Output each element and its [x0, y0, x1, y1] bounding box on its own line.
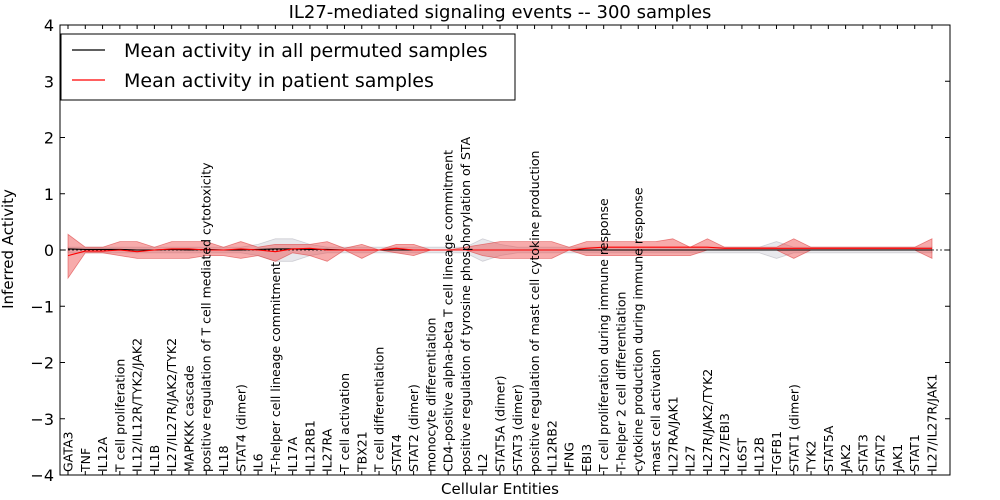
category-label: STAT4 [389, 434, 404, 472]
category-label: STAT5A (dimer) [493, 376, 508, 472]
legend-label-permuted: Mean activity in all permuted samples [124, 40, 487, 62]
category-label: STAT2 [873, 434, 888, 472]
series-lines [60, 246, 950, 257]
category-label: IL27/IL27R/JAK2/TYK2 [164, 338, 179, 472]
category-label: positive regulation of T cell mediated c… [199, 162, 214, 472]
confidence-bands [67, 233, 933, 280]
category-label: CD4-positive alpha-beta T cell lineage c… [441, 150, 456, 472]
category-label: IL27R/JAK2/TYK2 [700, 369, 715, 472]
category-label: T cell activation [337, 373, 352, 473]
category-label: JAK2 [838, 444, 853, 473]
category-label: STAT1 [907, 434, 922, 472]
category-label: IL12RB1 [302, 420, 317, 472]
y-tick-label: −4 [30, 466, 54, 485]
category-label: MAPKKK cascade [182, 365, 197, 472]
category-label: IL27RA/JAK1 [665, 396, 680, 472]
patient-band [67, 233, 933, 280]
category-label: IL27 [683, 445, 698, 472]
category-label: IL12/IL12R/TYK2/JAK2 [130, 338, 145, 472]
category-label: IL6ST [734, 437, 749, 472]
category-label: IL18 [216, 445, 231, 472]
axis-ticks: −4 −3 −2 −1 0 1 2 3 4 [30, 16, 950, 485]
category-label: IL12B [752, 437, 767, 472]
category-label: T-helper 2 cell differentiation [614, 292, 629, 473]
y-tick-label: −3 [30, 410, 54, 429]
category-label: positive regulation of tyrosine phosphor… [458, 136, 473, 472]
category-label: IL27RA [320, 428, 335, 472]
legend-box [60, 33, 516, 101]
category-label: IL1B [147, 445, 162, 472]
category-label: cytokine production during immune respon… [631, 187, 646, 472]
y-tick-label: −2 [30, 354, 54, 373]
category-label: STAT3 [855, 434, 870, 472]
y-tick-label: 0 [44, 241, 54, 260]
y-tick-label: 3 [44, 72, 54, 91]
category-label: T cell differentiation [372, 347, 387, 473]
category-label: IL6 [251, 453, 266, 472]
category-label: mast cell activation [648, 349, 663, 472]
category-label: STAT1 (dimer) [786, 384, 801, 472]
category-label: T cell proliferation during immune respo… [596, 198, 611, 473]
category-label: STAT5A [821, 425, 836, 472]
y-tick-label: 2 [44, 129, 54, 148]
category-label: IL17A [285, 436, 300, 472]
patient-mean-line [67, 246, 932, 257]
y-tick-label: 4 [44, 16, 54, 35]
plot-frame [59, 24, 951, 476]
category-label: TYK2 [804, 441, 819, 473]
y-tick-label: 1 [44, 185, 54, 204]
x-axis-label: Cellular Entities [441, 480, 559, 498]
y-axis-label: Inferred Activity [0, 189, 17, 309]
category-label: IL27/IL27R/JAK1 [925, 374, 940, 472]
category-label: TGFB1 [769, 431, 784, 473]
category-label: IFNG [562, 442, 577, 472]
category-label: T cell proliferation [112, 359, 127, 473]
category-label: IL2 [475, 453, 490, 472]
category-label: STAT3 (dimer) [510, 384, 525, 472]
category-label: T-helper cell lineage commitment [268, 262, 283, 473]
legend-label-patient: Mean activity in patient samples [124, 70, 434, 92]
category-label: positive regulation of mast cell cytokin… [527, 151, 542, 472]
category-label: JAK1 [890, 444, 905, 473]
chart-title: IL27-mediated signaling events -- 300 sa… [289, 2, 712, 23]
category-label: IL12A [95, 436, 110, 472]
category-label: IL12RB2 [544, 420, 559, 472]
category-label: TBX21 [354, 431, 369, 473]
category-label: monocyte differentiation [423, 318, 438, 472]
category-label: STAT4 (dimer) [233, 384, 248, 472]
category-labels: GATA3 TNF IL12A T cell proliferation IL12/IL… [61, 136, 940, 473]
category-label: GATA3 [61, 432, 76, 472]
category-label: IL27/EBI3 [717, 413, 732, 472]
legend: Mean activity in all permuted samples Me… [60, 33, 516, 101]
category-label: STAT2 (dimer) [406, 384, 421, 472]
category-label: EBI3 [579, 444, 594, 472]
y-tick-label: −1 [30, 297, 54, 316]
category-label: TNF [78, 448, 93, 473]
